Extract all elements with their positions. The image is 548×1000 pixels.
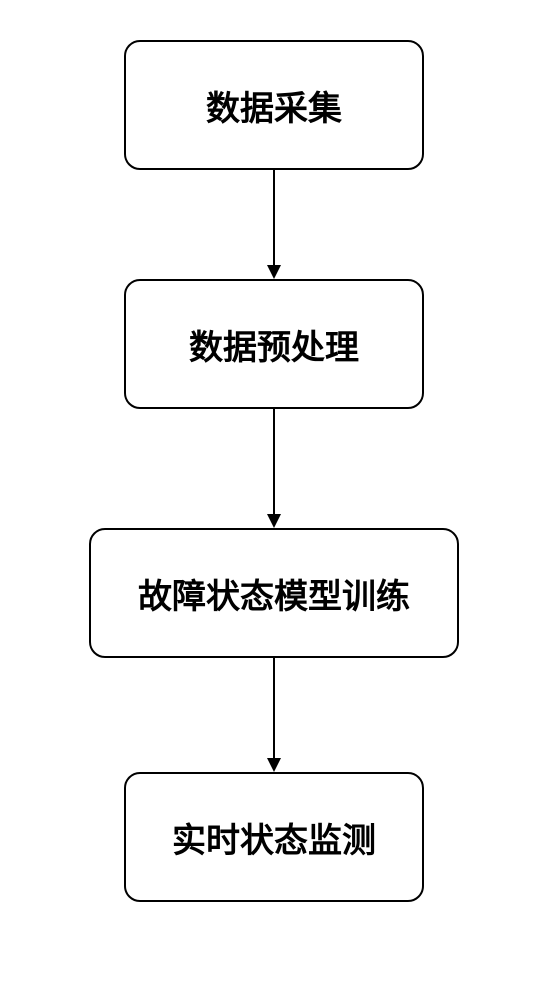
arrow-head-icon [267,265,281,279]
flowchart-arrow [267,170,281,279]
flowchart-node-model-training: 故障状态模型训练 [89,528,459,658]
flowchart-node-preprocessing: 数据预处理 [124,279,424,409]
arrow-line [273,170,275,265]
flowchart-arrow [267,409,281,528]
arrow-head-icon [267,514,281,528]
arrow-line [273,658,275,758]
flowchart-node-realtime-monitoring: 实时状态监测 [124,772,424,902]
flowchart-arrow [267,658,281,772]
arrow-line [273,409,275,514]
flowchart-node-data-collection: 数据采集 [124,40,424,170]
flowchart-container: 数据采集 数据预处理 故障状态模型训练 实时状态监测 [89,40,459,902]
arrow-head-icon [267,758,281,772]
